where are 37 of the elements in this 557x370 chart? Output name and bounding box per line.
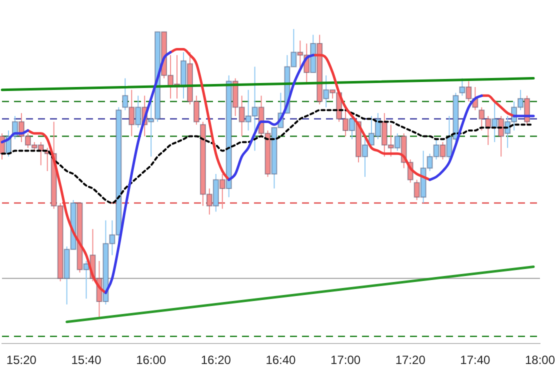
candlestick (466, 80, 472, 102)
candlestick (245, 89, 252, 131)
candlestick (349, 115, 356, 140)
candlestick (109, 220, 116, 256)
x-tick-label: 16:00 (136, 353, 166, 368)
candlestick (135, 95, 142, 128)
candlestick (440, 142, 446, 160)
candlestick (24, 132, 31, 148)
candlestick (362, 136, 368, 178)
x-tick-label: 18:00 (524, 353, 556, 368)
candlestick (193, 95, 200, 126)
candlestick (394, 132, 400, 152)
x-tick-label: 16:40 (266, 353, 296, 368)
candlestick (252, 66, 258, 152)
candlestick (206, 188, 212, 216)
candlestick (426, 153, 433, 172)
candlestick (122, 78, 128, 111)
candlestick (478, 106, 485, 131)
candlestick (323, 74, 330, 108)
x-tick-label: 15:40 (71, 353, 102, 368)
x-tick-label: 17:00 (330, 353, 361, 368)
candlestick (128, 89, 135, 137)
candlestick (498, 115, 504, 158)
candlestick (290, 28, 297, 68)
x-tick-label: 16:20 (200, 353, 232, 368)
candlestick (524, 95, 530, 126)
candlestick (219, 173, 226, 210)
candlestick (518, 89, 524, 111)
candlestick (297, 40, 304, 70)
candlestick (433, 138, 440, 160)
candlestick (388, 124, 394, 158)
x-tick-label: 17:40 (460, 353, 491, 368)
candlestick (381, 112, 388, 158)
x-tick-label: 15:20 (6, 353, 37, 368)
x-tick-label: 17:20 (395, 353, 426, 368)
candlestick (414, 179, 420, 201)
candlestick (238, 95, 245, 137)
